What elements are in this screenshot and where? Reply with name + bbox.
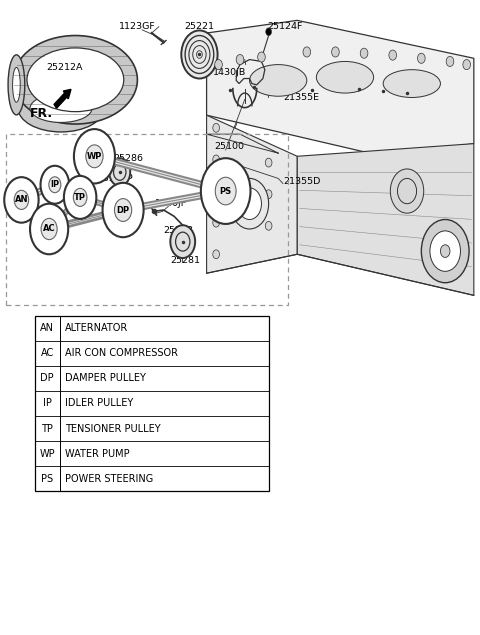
Circle shape [265, 222, 272, 231]
Circle shape [397, 178, 417, 204]
Circle shape [421, 220, 469, 283]
Text: AN: AN [40, 323, 54, 333]
Circle shape [74, 129, 115, 184]
Ellipse shape [12, 67, 20, 102]
Text: ALTERNATOR: ALTERNATOR [65, 323, 129, 333]
Text: AIR CON COMPRESSOR: AIR CON COMPRESSOR [65, 348, 179, 358]
Circle shape [86, 145, 103, 168]
Circle shape [41, 218, 57, 239]
Text: AN: AN [15, 196, 28, 204]
Ellipse shape [18, 84, 104, 132]
Ellipse shape [8, 55, 25, 115]
Text: WATER PUMP: WATER PUMP [65, 449, 130, 458]
Ellipse shape [27, 48, 124, 112]
Text: 25281: 25281 [170, 256, 200, 265]
Circle shape [303, 47, 311, 57]
Circle shape [181, 30, 217, 79]
Polygon shape [206, 115, 297, 273]
Circle shape [213, 250, 219, 258]
Text: 25286: 25286 [113, 154, 143, 163]
Circle shape [213, 123, 219, 132]
Text: PS: PS [41, 474, 53, 484]
Text: 25124F: 25124F [268, 22, 303, 31]
FancyBboxPatch shape [35, 316, 269, 491]
Text: FR.: FR. [30, 107, 53, 121]
Text: 25221: 25221 [184, 22, 215, 31]
Circle shape [332, 47, 339, 57]
Circle shape [463, 60, 470, 70]
Text: 25283: 25283 [163, 226, 193, 235]
Circle shape [114, 164, 126, 180]
Circle shape [73, 189, 87, 206]
Circle shape [390, 169, 424, 213]
Text: 21355E: 21355E [283, 93, 319, 102]
Text: 25285P: 25285P [97, 174, 132, 183]
Ellipse shape [30, 94, 92, 123]
Text: DP: DP [117, 206, 130, 215]
Text: AC: AC [43, 225, 55, 234]
Text: 1123GF: 1123GF [119, 22, 156, 31]
Text: IP: IP [50, 180, 60, 189]
Circle shape [4, 177, 38, 223]
Circle shape [201, 158, 251, 224]
Circle shape [213, 155, 219, 164]
Text: TP: TP [41, 424, 53, 434]
Text: TP: TP [74, 193, 86, 202]
Text: TENSIONER PULLEY: TENSIONER PULLEY [65, 424, 161, 434]
Ellipse shape [316, 62, 373, 93]
Circle shape [14, 190, 29, 210]
Circle shape [170, 225, 195, 258]
Circle shape [389, 50, 396, 60]
Text: 25100: 25100 [215, 142, 244, 151]
Circle shape [40, 166, 69, 204]
Ellipse shape [250, 65, 307, 97]
Text: IP: IP [43, 399, 52, 408]
Text: WP: WP [87, 152, 102, 161]
Circle shape [258, 52, 265, 62]
Text: 1140JF: 1140JF [155, 199, 187, 208]
Circle shape [213, 187, 219, 196]
Circle shape [176, 232, 190, 251]
Circle shape [230, 178, 269, 229]
Polygon shape [297, 144, 474, 295]
Circle shape [265, 190, 272, 199]
Circle shape [49, 177, 61, 192]
Circle shape [213, 218, 219, 227]
Circle shape [360, 48, 368, 58]
Text: 1430JB: 1430JB [213, 68, 246, 77]
Text: AC: AC [41, 348, 54, 358]
Text: IDLER PULLEY: IDLER PULLEY [65, 399, 133, 408]
Circle shape [238, 188, 262, 220]
Circle shape [236, 55, 244, 65]
Text: POWER STEERING: POWER STEERING [65, 474, 154, 484]
Text: WP: WP [39, 449, 55, 458]
Circle shape [193, 46, 206, 64]
Circle shape [185, 36, 214, 74]
Circle shape [418, 53, 425, 64]
Ellipse shape [13, 36, 137, 124]
Text: DP: DP [40, 373, 54, 384]
Text: 25212A: 25212A [47, 64, 83, 72]
Circle shape [109, 158, 130, 186]
Circle shape [215, 60, 222, 70]
Ellipse shape [383, 70, 441, 98]
Circle shape [430, 231, 460, 271]
FancyArrow shape [54, 90, 71, 109]
Circle shape [441, 245, 450, 257]
Circle shape [265, 158, 272, 167]
Text: PS: PS [220, 187, 232, 196]
Circle shape [189, 41, 210, 69]
Circle shape [30, 204, 68, 254]
Text: 21355D: 21355D [283, 177, 320, 186]
Circle shape [114, 199, 132, 222]
Circle shape [103, 183, 144, 237]
Circle shape [215, 177, 236, 205]
Circle shape [446, 57, 454, 67]
Circle shape [197, 51, 202, 58]
Circle shape [64, 176, 96, 219]
Circle shape [266, 28, 272, 36]
Polygon shape [206, 20, 474, 156]
Text: DAMPER PULLEY: DAMPER PULLEY [65, 373, 146, 384]
